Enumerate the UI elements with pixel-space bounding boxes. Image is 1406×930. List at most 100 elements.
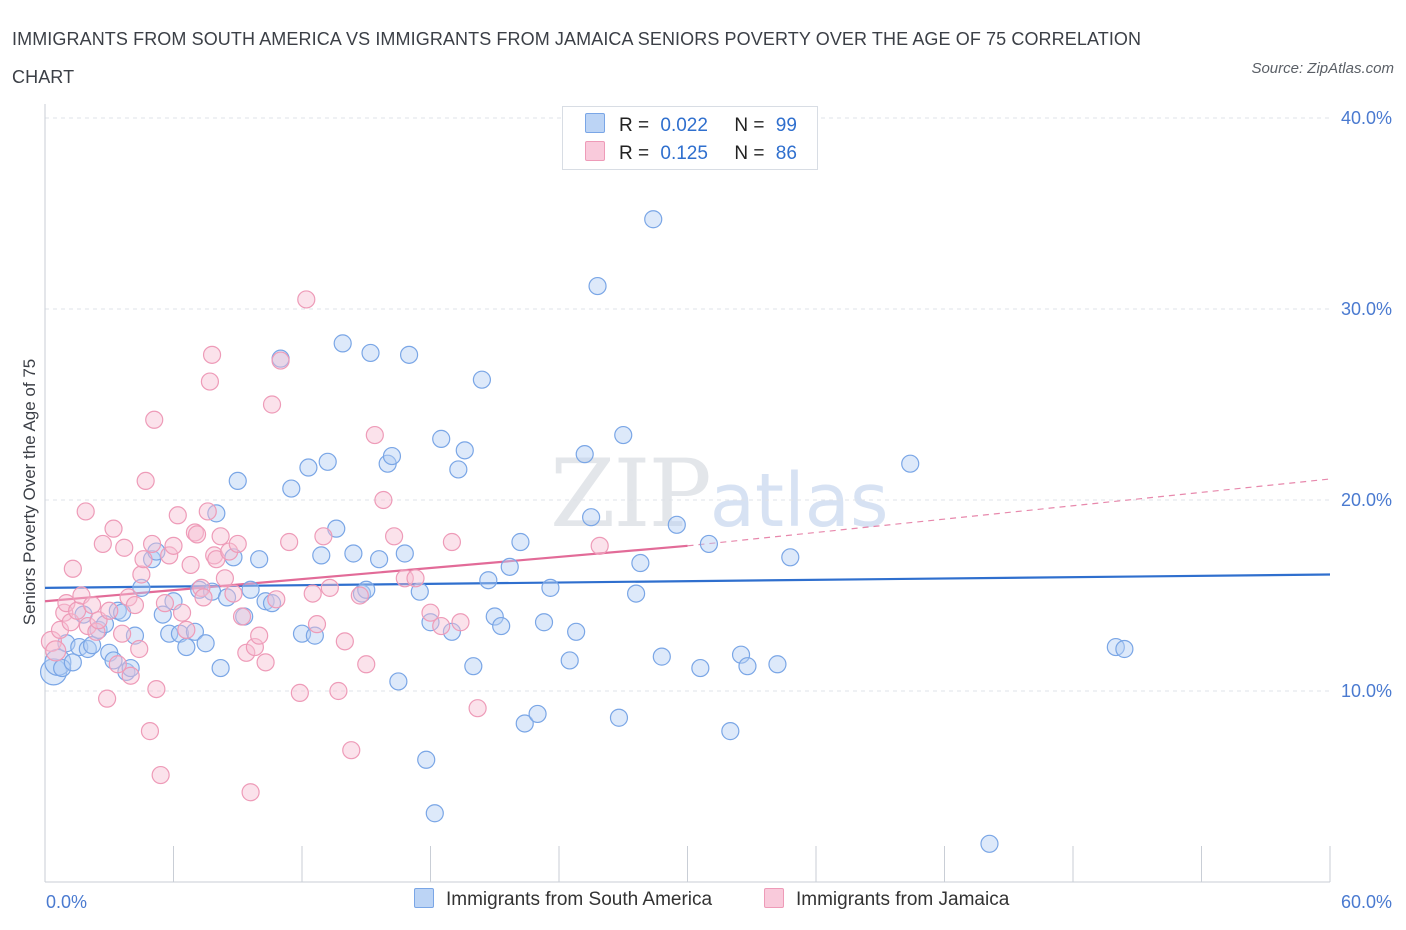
- point-jamaica: [335, 632, 354, 651]
- point-jamaica: [267, 590, 286, 609]
- point-south-america: [389, 672, 408, 691]
- point-south-america: [250, 550, 269, 569]
- x-tick-label-max: 60.0%: [1341, 892, 1392, 912]
- point-jamaica: [245, 637, 264, 657]
- legend-r-value: 0.022: [660, 115, 708, 136]
- point-south-america: [228, 471, 247, 490]
- point-jamaica: [142, 534, 162, 554]
- point-south-america: [425, 804, 444, 823]
- point-jamaica: [130, 639, 149, 659]
- y-tick-label: 30.0%: [1341, 299, 1392, 319]
- point-jamaica: [384, 527, 404, 546]
- point-jamaica: [140, 722, 160, 741]
- trend-lines: [44, 478, 1331, 603]
- point-south-america: [768, 655, 787, 674]
- point-jamaica: [350, 586, 369, 605]
- legend-row-south-america: R = 0.022 N = 99: [585, 113, 797, 137]
- point-jamaica: [100, 601, 119, 620]
- point-south-america: [305, 626, 324, 645]
- legend-n-value: 99: [775, 115, 797, 136]
- point-jamaica: [168, 506, 187, 525]
- point-jamaica: [468, 699, 487, 718]
- point-south-america: [901, 454, 920, 473]
- point-south-america: [738, 657, 757, 676]
- legend-item-jamaica[interactable]: Immigrants from Jamaica: [764, 888, 1009, 911]
- point-south-america: [299, 458, 318, 477]
- series-legend: Immigrants from South America Immigrants…: [0, 888, 1406, 916]
- point-jamaica: [87, 622, 106, 641]
- point-south-america: [455, 441, 474, 460]
- point-south-america: [582, 508, 601, 527]
- point-south-america: [644, 210, 663, 229]
- point-jamaica: [357, 655, 376, 674]
- point-south-america: [211, 658, 230, 678]
- axes: [44, 104, 1331, 883]
- point-south-america: [614, 425, 633, 445]
- legend-item-south-america[interactable]: Immigrants from South America: [414, 888, 712, 911]
- point-south-america: [153, 605, 172, 624]
- point-jamaica: [45, 640, 67, 662]
- chart-title: IMMIGRANTS FROM SOUTH AMERICA VS IMMIGRA…: [12, 29, 1142, 87]
- point-south-america: [395, 544, 414, 563]
- legend-n-label: N =: [734, 115, 765, 136]
- point-south-america: [500, 557, 519, 576]
- trend-line-south-america: [44, 573, 1331, 589]
- point-south-america: [53, 658, 72, 678]
- point-jamaica: [93, 534, 112, 554]
- legend-n-label: N =: [734, 143, 765, 164]
- point-south-america: [534, 613, 554, 632]
- legend-swatch-pink: [764, 888, 784, 908]
- point-jamaica: [395, 569, 414, 588]
- legend-r-label: R =: [619, 115, 650, 136]
- point-south-america: [515, 714, 534, 733]
- point-south-america: [588, 276, 607, 296]
- point-jamaica: [303, 584, 322, 603]
- legend-label: Immigrants from South America: [446, 889, 713, 910]
- point-south-america: [980, 834, 999, 853]
- point-jamaica: [314, 527, 333, 546]
- point-south-america: [196, 634, 215, 653]
- correlation-legend: R = 0.022 N = 99 R = 0.125 N = 86: [562, 106, 818, 170]
- point-jamaica: [320, 578, 339, 597]
- point-south-america: [333, 334, 352, 353]
- point-jamaica: [151, 765, 170, 785]
- point-south-america: [282, 479, 301, 498]
- point-jamaica: [241, 783, 260, 802]
- point-jamaica: [83, 595, 102, 615]
- point-jamaica: [164, 536, 183, 555]
- point-jamaica: [250, 626, 269, 645]
- point-south-america: [382, 446, 402, 466]
- point-south-america: [464, 657, 483, 676]
- point-jamaica: [125, 595, 145, 615]
- point-south-america: [560, 651, 579, 670]
- point-jamaica: [194, 588, 213, 607]
- point-jamaica: [307, 615, 327, 634]
- point-jamaica: [115, 538, 134, 557]
- point-jamaica: [108, 655, 127, 674]
- tick-labels: 10.0% 20.0% 30.0% 40.0% 0.0% 60.0%: [46, 108, 1392, 912]
- point-south-america: [472, 370, 491, 389]
- point-jamaica: [181, 555, 200, 575]
- point-south-america: [731, 645, 751, 664]
- legend-r-value: 0.125: [660, 143, 708, 164]
- point-south-america: [609, 708, 629, 727]
- legend-swatch-blue: [414, 888, 434, 908]
- point-south-america: [344, 544, 363, 563]
- point-jamaica: [187, 525, 207, 544]
- point-south-america: [541, 578, 560, 597]
- point-south-america: [241, 580, 260, 599]
- point-south-america: [691, 658, 710, 678]
- point-south-america: [492, 616, 511, 636]
- point-jamaica: [224, 584, 243, 603]
- trend-line-jamaica: [44, 544, 688, 603]
- point-south-america: [63, 653, 82, 672]
- point-jamaica: [232, 607, 252, 626]
- source-label: Source: ZipAtlas.com: [1251, 60, 1394, 77]
- point-south-america: [485, 607, 504, 626]
- y-tick-label: 40.0%: [1341, 108, 1392, 128]
- point-jamaica: [177, 620, 196, 639]
- point-jamaica: [76, 502, 95, 521]
- point-jamaica: [262, 395, 282, 414]
- point-jamaica: [228, 534, 247, 554]
